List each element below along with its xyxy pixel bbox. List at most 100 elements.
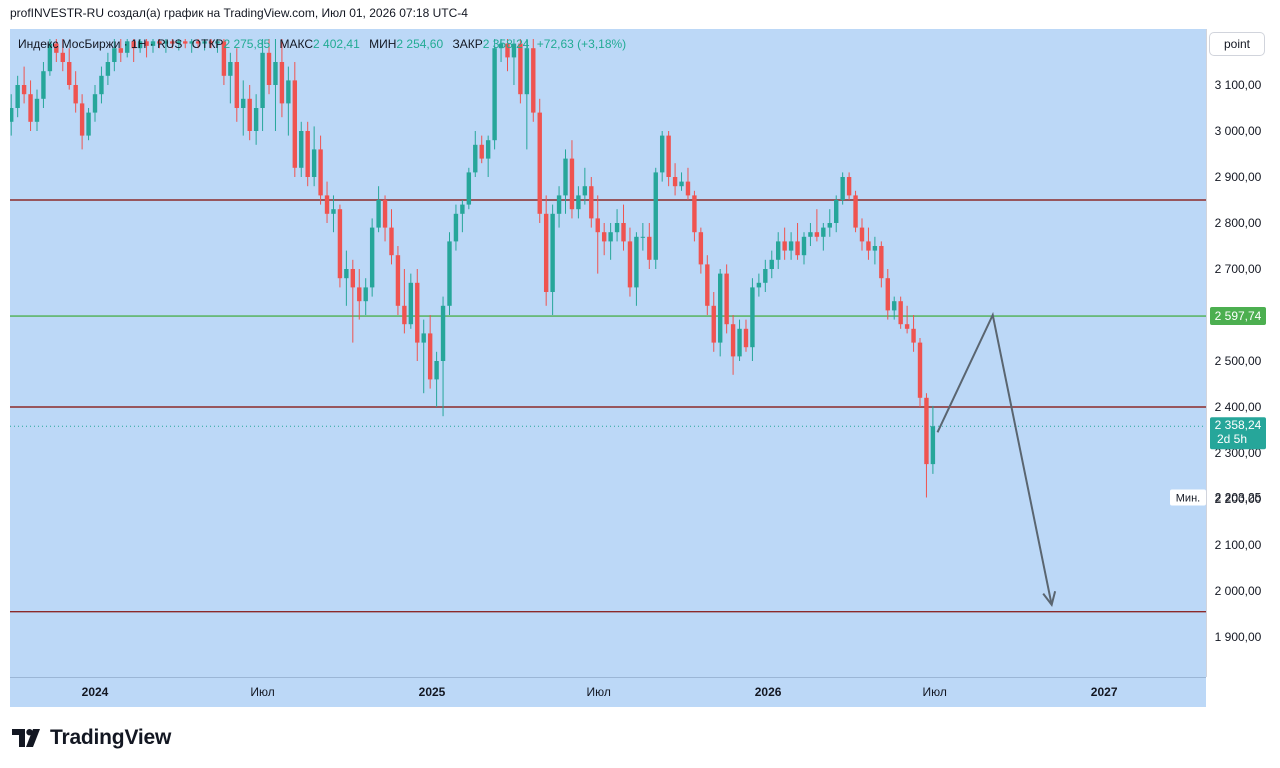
candle [672,163,678,196]
candle [595,195,600,274]
candle [286,66,291,136]
candle-body [183,41,188,44]
candle-body [892,301,897,311]
candle-body [286,80,291,104]
candle [647,223,652,269]
forecast-arrowhead[interactable] [1042,590,1057,608]
chart-attribution: profINVESTR-RU создал(а) график на Tradi… [10,6,468,20]
candle [814,209,820,242]
time-tick-label: Июл [250,685,274,699]
candle [511,39,517,85]
min-price-tag: Мин. 2 203,25 [1170,489,1262,506]
time-axis-background[interactable] [10,677,1270,707]
candle [189,39,194,53]
candle-body [724,273,729,325]
candle-body [67,62,72,85]
candle [318,135,323,205]
candle-body [195,41,201,44]
candle [447,232,452,315]
candle [402,269,407,334]
candle-body [234,62,239,108]
candle-body [808,232,813,237]
candle-body [627,241,633,288]
candle [659,131,665,182]
candle-body [685,181,691,196]
candle-body [369,227,375,288]
candle [195,39,201,49]
candle-body [47,43,53,72]
candle [266,39,272,95]
candle-body [608,232,613,242]
symbol-name[interactable]: Индекс МосБиржи · 1Н · RUS [18,37,183,51]
candle [118,39,123,62]
tradingview-logo[interactable]: TradingView [12,725,171,751]
candle [99,66,104,104]
candle [60,39,65,72]
candle-body [299,131,304,168]
time-tick-label: Июл [923,685,947,699]
candle [163,39,169,53]
candle-body [157,41,162,44]
candle [125,39,130,58]
candle-body [305,131,310,177]
candle [550,204,555,315]
candle-body [692,195,697,233]
candle-body [105,62,111,76]
candle-body [99,75,104,95]
candle-body [150,41,156,46]
candle [215,39,220,53]
candle-body [402,305,407,325]
price-axis-background[interactable] [1206,29,1270,677]
candle-body [589,186,594,219]
candle [234,48,239,122]
candle [724,264,729,334]
candle-body [144,41,149,46]
plot-background [10,29,1206,677]
candle-body [337,209,343,279]
candle [473,131,478,177]
candle [892,296,897,320]
horizontal-levels [10,199,1206,613]
forecast-arrow[interactable] [936,311,1057,608]
candle-body [730,324,736,357]
candle-body [543,213,549,292]
price-tick-label: 2 800,00 [1215,216,1262,230]
open-label: ОТКР [191,37,224,51]
candle-body [853,195,858,228]
price-tick-label: 3 000,00 [1215,124,1262,138]
candle [208,39,214,49]
forecast-path[interactable] [936,311,1053,605]
candle [776,232,781,269]
candle [421,319,426,394]
candle [743,319,749,352]
candle [582,167,588,205]
candle [28,80,33,131]
candle-body [763,269,768,283]
candle-body [879,246,884,279]
time-tick-label: 2026 [755,685,782,699]
price-chart[interactable]: 1 900,00 2 000,00 2 100,00 2 200,00 2 300,00… [10,29,1270,707]
point-button[interactable]: point [1210,33,1264,55]
candle-body [447,241,452,306]
candle [601,223,607,256]
candle [705,255,710,315]
close-label: ЗАКР [452,37,483,51]
chart-frame[interactable]: 1 900,00 2 000,00 2 100,00 2 200,00 2 300,00… [10,29,1270,707]
candle [311,126,317,187]
price-tick-label: 2 100,00 [1215,538,1262,552]
candle [692,190,697,242]
candle-body [382,200,388,228]
candle-body [743,328,749,348]
candle-body [531,48,536,113]
candle-body [331,209,336,214]
candle-body [563,158,568,196]
candle-body [344,269,349,279]
candle [608,223,613,260]
candle-body [125,41,130,53]
candle-body [634,236,639,288]
candle-body [846,177,852,196]
support-price-label: 2 597,74 [1215,309,1262,323]
candle-body [795,241,800,256]
symbol-legend[interactable]: Индекс МосБиржи · 1Н · RUS ОТКР2 275,85 … [18,37,626,51]
candle-body [614,223,620,233]
